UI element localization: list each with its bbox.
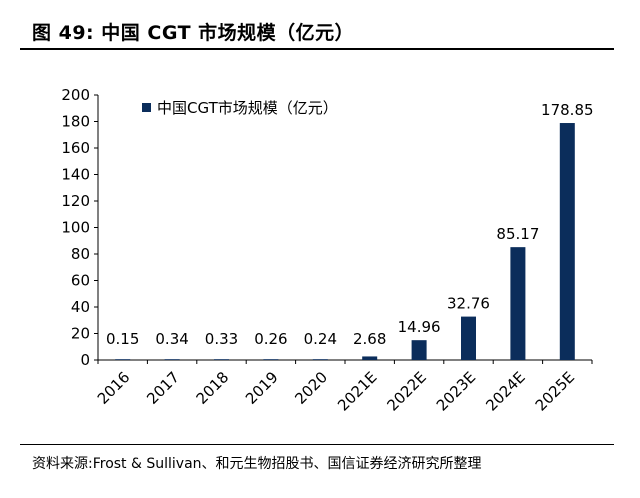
y-tick-label: 20	[71, 325, 90, 343]
data-label: 0.24	[304, 330, 337, 348]
x-tick-label: 2022E	[384, 368, 430, 414]
legend-label: 中国CGT市场规模（亿元）	[157, 99, 338, 117]
bar	[461, 316, 476, 360]
bar	[263, 359, 279, 360]
chart-legend: 中国CGT市场规模（亿元）	[142, 99, 338, 117]
y-tick-label: 0	[80, 351, 90, 369]
data-label: 0.34	[155, 330, 188, 348]
data-label: 0.33	[205, 330, 238, 348]
bar	[510, 247, 526, 360]
x-tick-label: 2023E	[433, 368, 479, 414]
bar	[559, 123, 575, 361]
data-label: 0.15	[106, 330, 139, 348]
data-label: 32.76	[447, 295, 490, 313]
y-tick-label: 60	[71, 272, 90, 290]
y-tick-label: 140	[61, 166, 90, 184]
x-tick-label: 2024E	[482, 368, 528, 414]
bar	[362, 356, 378, 360]
x-tick-label: 2025E	[532, 368, 578, 414]
x-tick-label: 2020	[291, 368, 331, 408]
y-tick-label: 120	[61, 192, 90, 210]
figure-title: 图 49: 中国 CGT 市场规模（亿元）	[32, 22, 355, 44]
y-tick-label: 200	[61, 86, 90, 104]
bar	[115, 359, 131, 360]
y-tick-label: 180	[61, 113, 90, 131]
data-label: 0.26	[254, 330, 287, 348]
y-tick-label: 160	[61, 139, 90, 157]
x-tick-label: 2019	[242, 368, 282, 408]
title-bar: 图 49: 中国 CGT 市场规模（亿元）	[20, 14, 614, 50]
chart-bars	[115, 123, 575, 361]
data-label: 2.68	[353, 330, 386, 348]
chart-data-labels: 0.15 0.34 0.33 0.26 0.24 2.68 14.96 32.76 85.17 1…	[106, 101, 594, 348]
data-label: 14.96	[398, 318, 441, 336]
source-note: 资料来源:Frost & Sullivan、和元生物招股书、国信证券经济研究所整…	[32, 456, 482, 472]
y-tick-label: 80	[71, 245, 90, 263]
data-label: 178.85	[541, 101, 594, 119]
x-tick-label: 2021E	[334, 368, 380, 414]
bar	[214, 359, 229, 360]
y-tick-label: 40	[71, 298, 90, 316]
y-tick-label: 100	[61, 219, 90, 237]
data-label: 85.17	[496, 225, 539, 243]
x-tick-label: 2017	[143, 368, 183, 408]
legend-swatch	[142, 103, 151, 112]
source-bar: 资料来源:Frost & Sullivan、和元生物招股书、国信证券经济研究所整…	[20, 444, 614, 472]
bar	[312, 359, 328, 360]
bar	[411, 340, 427, 360]
x-tick-label: 2018	[193, 368, 233, 408]
x-tick-label: 2016	[94, 368, 134, 408]
bar	[164, 359, 180, 360]
